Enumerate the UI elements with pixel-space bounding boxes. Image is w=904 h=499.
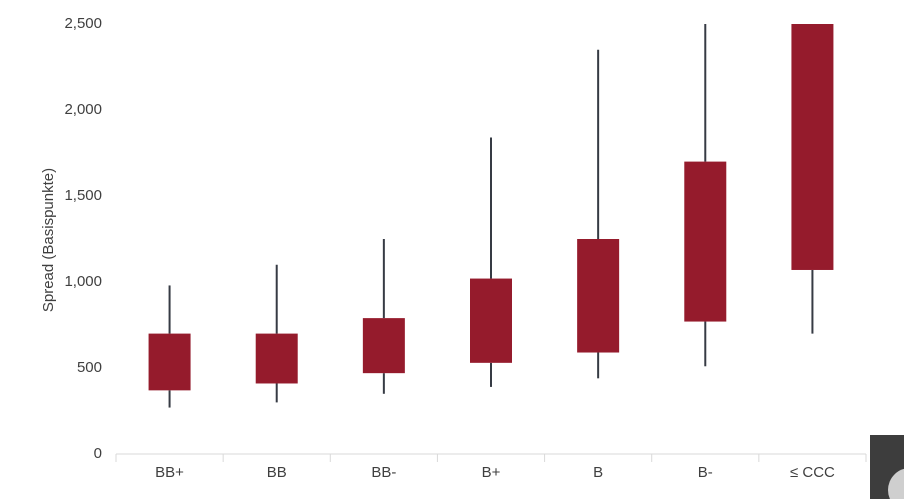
x-tick-label: ≤ CCC xyxy=(790,464,835,481)
corner-widget-icon xyxy=(888,468,904,499)
x-tick-label: BB- xyxy=(371,464,396,481)
y-tick-label: 2,500 xyxy=(64,15,102,32)
box xyxy=(362,318,405,374)
y-tick-label: 0 xyxy=(94,445,102,462)
y-axis-label: Spread (Basispunkte) xyxy=(40,168,57,312)
box xyxy=(577,239,620,353)
y-tick-label: 2,000 xyxy=(64,101,102,118)
x-tick-label: B xyxy=(593,464,603,481)
box xyxy=(148,333,191,391)
x-tick-label: B- xyxy=(698,464,713,481)
box xyxy=(684,161,727,322)
x-tick-label: B+ xyxy=(482,464,501,481)
box xyxy=(470,278,512,363)
y-tick-label: 1,000 xyxy=(64,273,102,290)
x-tick-label: BB+ xyxy=(155,464,184,481)
box xyxy=(791,24,834,270)
y-tick-label: 1,500 xyxy=(64,187,102,204)
y-tick-label: 500 xyxy=(77,359,102,376)
box xyxy=(255,333,298,384)
x-tick-label: BB xyxy=(267,464,287,481)
